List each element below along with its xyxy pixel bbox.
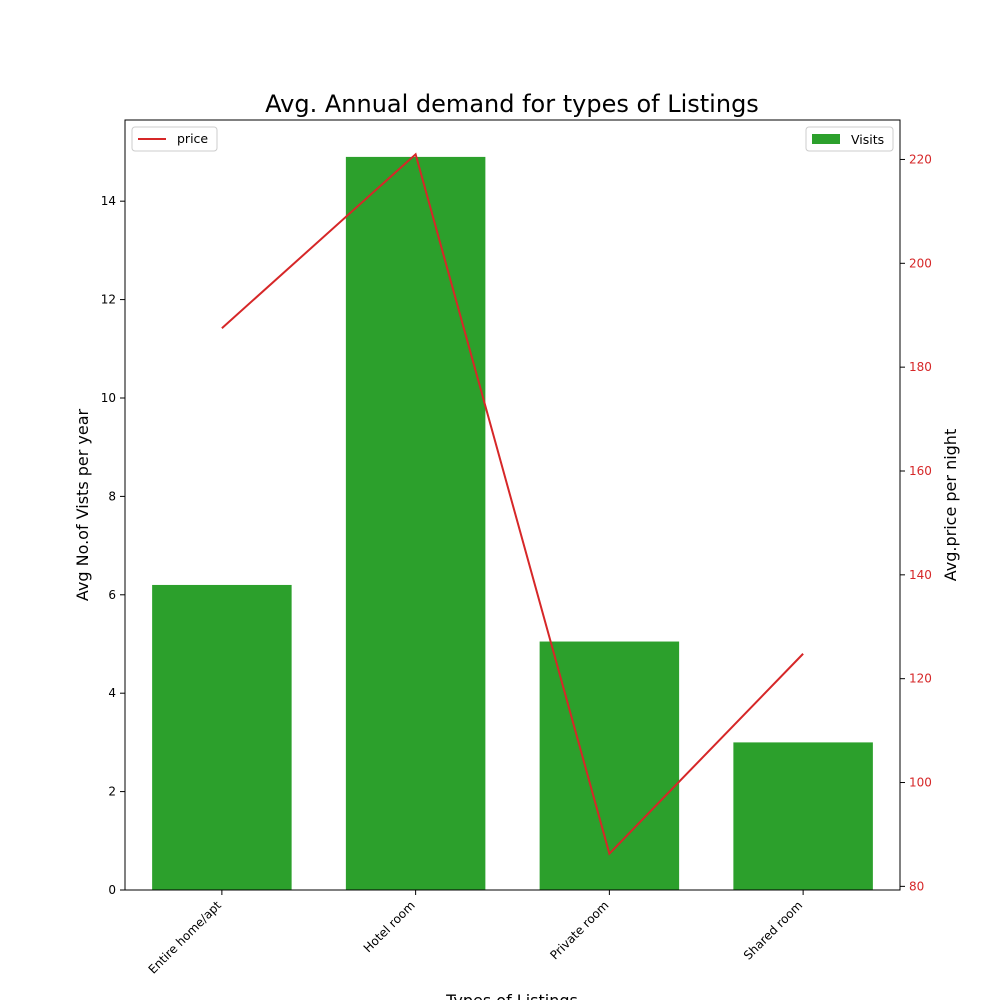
legend-bars-box: [805, 126, 894, 152]
y-tick-label: 14: [101, 194, 116, 208]
x-tick-label: Entire home/apt: [146, 898, 225, 977]
y2-tick-label: 180: [909, 360, 932, 374]
y2-tick-label: 220: [909, 152, 932, 166]
y2-tick-label: 120: [909, 672, 932, 686]
y2-tick-label: 140: [909, 568, 932, 582]
bar-1: [345, 156, 486, 891]
legend-bars-swatch: [812, 134, 840, 144]
y-axis-label: Avg No.of Vists per year: [73, 408, 92, 601]
left-y-axis: 0 2 4 6 8 10 12 14: [101, 194, 125, 897]
x-axis-label: Types of Listings: [445, 991, 578, 1000]
legend-bars: Visits: [805, 126, 894, 152]
x-tick-label: Hotel room: [361, 898, 418, 955]
price-line: [221, 152, 804, 856]
y-tick-label: 4: [108, 686, 116, 700]
bar-3: [733, 742, 873, 890]
y-tick-label: 10: [101, 391, 116, 405]
legend-line-label: price: [177, 131, 208, 146]
legend-line-box: [131, 126, 218, 152]
y2-tick-label: 80: [909, 879, 924, 893]
y-tick-label: 12: [101, 293, 116, 307]
y-tick-label: 6: [108, 588, 116, 602]
right-y-axis: 80 100 120 140 160 180 200 220: [900, 152, 932, 893]
bar-0: [152, 584, 292, 890]
y-tick-label: 8: [108, 489, 116, 503]
y2-tick-label: 200: [909, 256, 932, 270]
y2-axis-label: Avg.price per night: [941, 429, 960, 581]
plot-frame: [124, 119, 901, 891]
y2-tick-label: 100: [909, 776, 932, 790]
y-tick-label: 2: [108, 785, 116, 799]
legend-bars-label: Visits: [851, 132, 884, 147]
legend-line: price: [131, 126, 218, 152]
bars-layer: [152, 156, 873, 891]
x-tick-label: Private room: [547, 898, 611, 962]
x-tick-label: Shared room: [741, 898, 805, 962]
y-tick-label: 0: [108, 883, 116, 897]
chart-title: Avg. Annual demand for types of Listings: [265, 90, 759, 118]
y2-tick-label: 160: [909, 464, 932, 478]
x-axis: Entire home/apt Hotel room Private room Sha…: [146, 890, 805, 977]
line-layer: [221, 152, 804, 856]
